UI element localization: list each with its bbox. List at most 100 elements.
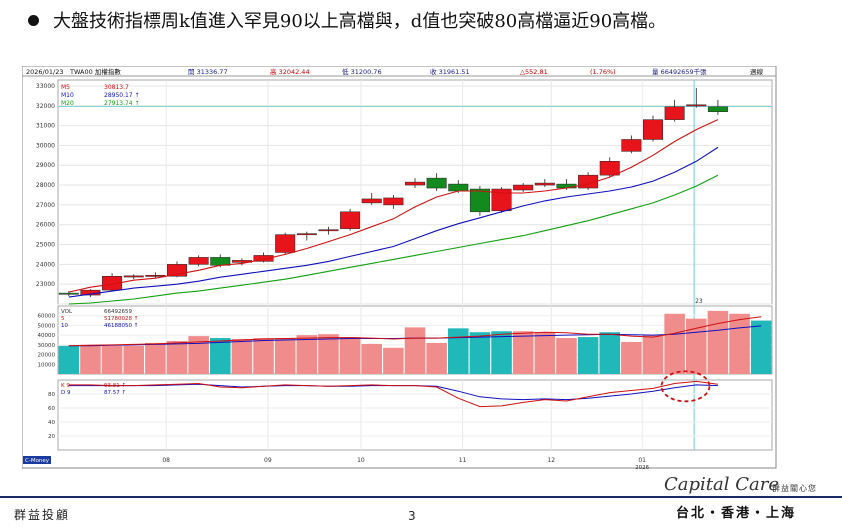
price-legend-value: 27913.74 ↑ (104, 100, 140, 107)
volume-bar (166, 340, 188, 374)
kd-tick-label: 20 (48, 434, 55, 440)
price-legend-value: 28950.17 ↑ (104, 92, 140, 99)
candle-body (426, 177, 447, 189)
candle-body (318, 229, 339, 232)
headline-text: 大盤技術指標周k值進入罕見90以上高檔與，d值也突破80高檔逼近90高檔。 (53, 11, 667, 32)
price-tick-label: 29000 (36, 162, 55, 169)
volume-legend-name: 10 (61, 323, 68, 329)
volume-bar (188, 336, 209, 374)
volume-bar (101, 345, 123, 374)
headline: 大盤技術指標周k值進入罕見90以上高檔與，d值也突破80高檔逼近90高檔。 (28, 6, 828, 34)
volume-bar (642, 335, 664, 374)
kd-legend-name: D 9 (61, 390, 71, 396)
candle-body (707, 106, 728, 112)
volume-bar (361, 343, 383, 374)
candle-body (58, 292, 79, 295)
footer-cities: 台北・香港・上海 (676, 506, 797, 521)
info-low: 低 31200.76 (342, 67, 382, 76)
price-tick-label: 31000 (36, 123, 55, 130)
volume-legend-name: 5 (61, 316, 65, 322)
info-high: 高 32042.44 (270, 67, 310, 76)
volume-bar (750, 320, 772, 374)
volume-legend-value: 46188050 ↑ (104, 322, 138, 329)
x-tick-label: 11 (459, 457, 467, 464)
candle-body (145, 275, 166, 277)
volume-bar (599, 332, 621, 374)
candle-body (167, 264, 187, 277)
volume-tick-label: 50000 (38, 323, 56, 329)
volume-bar (231, 339, 253, 374)
candle-body (405, 181, 425, 186)
volume-bar (383, 347, 404, 374)
info-date: 2026/01/23 (26, 68, 63, 76)
price-tick-label: 24000 (36, 261, 55, 268)
kd-legend-name: K 9 (61, 383, 70, 389)
candle-body (491, 188, 512, 212)
volume-bar (404, 327, 426, 374)
kd-panel-frame (57, 379, 773, 451)
info-open: 開 31336.77 (188, 68, 228, 76)
candle-body (383, 197, 404, 206)
volume-tick-label: 60000 (38, 314, 56, 320)
volume-ma5-line (68, 316, 762, 347)
bullet-icon (28, 14, 39, 26)
candle-body (686, 104, 707, 107)
candle-body (361, 198, 382, 204)
kd-highlight-circle (660, 370, 711, 403)
volume-bar (296, 335, 318, 374)
candle-body (448, 183, 469, 192)
volume-legend-name: VOL (61, 309, 73, 315)
price-legend-value: 30813.7 (104, 84, 129, 91)
kd-tick-label: 60 (48, 406, 55, 412)
ma10-line (68, 146, 719, 298)
price-tick-label: 25000 (36, 242, 55, 249)
volume-bar (209, 338, 231, 374)
info-close: 收 31961.51 (430, 67, 470, 76)
volume-bar (534, 332, 556, 374)
k-line (68, 380, 718, 408)
x-tick-label: 01 (638, 457, 646, 464)
price-tick-label: 26000 (36, 222, 55, 229)
volume-bar (123, 345, 145, 374)
footer-divider (0, 496, 842, 498)
candle-body (599, 161, 620, 176)
volume-bar (426, 342, 447, 374)
volume-bar (491, 331, 512, 374)
candle-body (102, 275, 123, 291)
kd-legend-value: 87.57 ↑ (104, 389, 126, 396)
candle-body (643, 119, 663, 140)
kd-tick-label: 40 (48, 420, 55, 426)
brand-subtitle: 群益關心您 (772, 484, 817, 493)
crosshair-label: 23 (695, 298, 703, 305)
candle-body (664, 106, 685, 120)
page-number: 3 (408, 509, 416, 523)
volume-bar (512, 331, 534, 374)
info-symbol: TWA00 加權指數 (69, 67, 121, 76)
kd-legend-value: 93.81 ↑ (104, 382, 126, 389)
brand-logo: Capital Care (664, 474, 779, 495)
price-tick-label: 28000 (36, 182, 55, 189)
volume-bar (447, 328, 469, 374)
candle-body (534, 182, 555, 186)
volume-bar (577, 337, 599, 374)
volume-bar (469, 332, 491, 374)
corner-badge (23, 456, 51, 464)
x-tick-label: 10 (357, 457, 365, 464)
candle-body (469, 188, 490, 213)
candle-body (275, 234, 296, 253)
candle-body (123, 275, 144, 278)
volume-bar (664, 313, 685, 374)
footer-company: 群益投顧 (14, 508, 71, 522)
volume-bar (729, 313, 750, 374)
volume-tick-label: 40000 (38, 333, 56, 339)
volume-bar (621, 341, 642, 374)
price-tick-label: 33000 (36, 83, 55, 90)
candle-body (296, 233, 317, 236)
candle-body (556, 183, 577, 189)
volume-tick-label: 20000 (38, 353, 56, 359)
volume-bar (707, 310, 729, 374)
candle-body (513, 184, 534, 191)
candle-body (621, 139, 642, 152)
x-tick-label: 09 (264, 457, 272, 464)
x-tick-label: 08 (162, 457, 170, 464)
